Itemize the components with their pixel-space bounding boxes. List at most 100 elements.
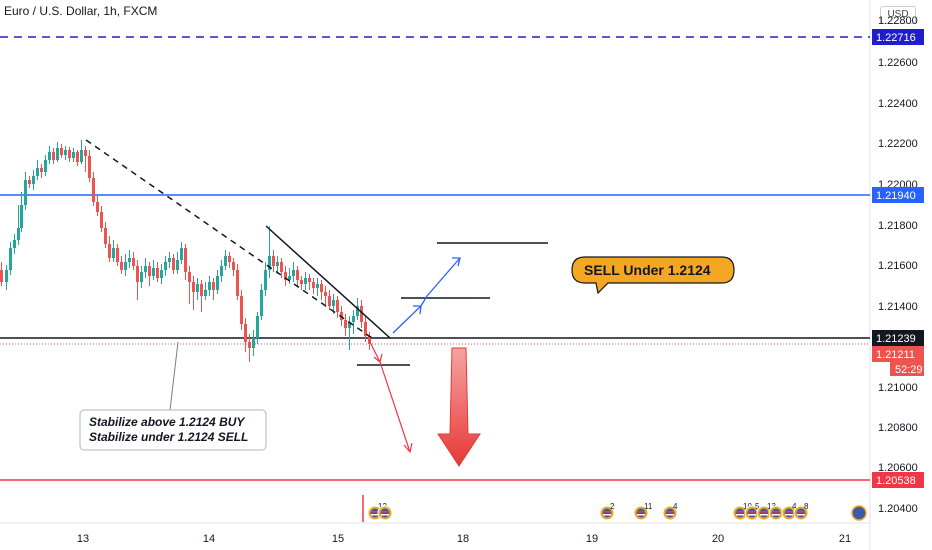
event-flag-icon[interactable]: 11 xyxy=(633,502,653,521)
candle-body xyxy=(108,244,111,258)
price-tick-label: 1.21400 xyxy=(878,301,918,313)
candle-body xyxy=(180,248,183,260)
event-count: 4 xyxy=(673,502,678,511)
dashed-trendline[interactable] xyxy=(85,139,373,339)
svg-text:1.20538: 1.20538 xyxy=(876,475,916,487)
candle-body xyxy=(324,292,327,296)
candle-body xyxy=(308,278,311,282)
candle-body xyxy=(132,258,135,266)
candle-body xyxy=(0,270,3,282)
candle-body xyxy=(120,262,123,270)
time-axis: 13 14 15 18 19 20 21 xyxy=(77,533,851,545)
price-tick-label: 1.22400 xyxy=(878,98,918,110)
svg-text:52:29: 52:29 xyxy=(895,364,923,376)
svg-text:1.21211: 1.21211 xyxy=(876,349,915,361)
time-tick-label: 14 xyxy=(203,533,215,545)
candle-body xyxy=(268,256,271,270)
event-flag-icon[interactable]: 4 xyxy=(662,502,678,521)
note-line-1: Stabilize above 1.2124 BUY xyxy=(89,415,245,429)
price-tag-black-level: 1.21239 xyxy=(872,330,924,346)
candle-body xyxy=(13,240,16,248)
candle-body xyxy=(244,324,247,342)
currency-button[interactable]: USD xyxy=(880,6,916,24)
candle-body xyxy=(84,150,87,156)
event-flag-icon[interactable]: 2 xyxy=(599,502,615,521)
price-tick-label: 1.20800 xyxy=(878,422,918,434)
candle-body xyxy=(236,270,239,296)
candle-body xyxy=(64,150,67,155)
price-tick-label: 1.22600 xyxy=(878,57,918,69)
bullish-path-arrow[interactable] xyxy=(392,257,461,334)
candle-body xyxy=(220,266,223,276)
candle-body xyxy=(28,180,31,184)
candle-body xyxy=(88,156,91,178)
candle-body xyxy=(272,256,275,266)
time-tick-label: 15 xyxy=(332,533,344,545)
candle-body xyxy=(172,258,175,270)
event-flag-icon[interactable]: 8 xyxy=(793,502,809,521)
candle-body xyxy=(332,300,335,306)
candle-body xyxy=(352,316,355,322)
solid-trendline[interactable] xyxy=(265,225,391,339)
candle-body xyxy=(228,256,231,262)
candle-body xyxy=(152,268,155,276)
sell-callout[interactable] xyxy=(571,256,735,295)
candle-body xyxy=(232,262,235,270)
candle-body xyxy=(292,270,295,276)
time-tick-label: 19 xyxy=(586,533,598,545)
candle-body xyxy=(316,284,319,288)
chart-title: Euro / U.S. Dollar, 1h, FXCM xyxy=(4,4,158,18)
event-count: 11 xyxy=(644,502,653,511)
candle-body xyxy=(192,282,195,292)
candle-body xyxy=(256,316,259,338)
event-flag-icon[interactable]: 4 xyxy=(781,502,797,521)
callout-text: SELL Under 1.2124 xyxy=(584,262,711,278)
event-flag-icon[interactable] xyxy=(851,505,867,521)
candle-body xyxy=(136,266,139,282)
candle-body xyxy=(32,176,35,184)
price-tick-label: 1.21600 xyxy=(878,260,918,272)
candle-body xyxy=(128,258,131,262)
economic-events[interactable]: 1221141051348 xyxy=(367,502,867,521)
event-flag-icon[interactable]: 5 xyxy=(744,502,760,521)
candle-body xyxy=(72,152,75,158)
candle-body xyxy=(60,148,63,155)
candle-body xyxy=(328,296,331,306)
price-axis: 1.228001.226001.224001.222001.220001.218… xyxy=(878,15,918,515)
candle-body xyxy=(212,282,215,290)
candle-body xyxy=(344,320,347,328)
candle-body xyxy=(24,180,27,205)
candle-body xyxy=(80,150,83,162)
candle-body xyxy=(44,160,47,172)
event-flag-icon[interactable]: 10 xyxy=(732,502,752,521)
bearish-path-arrow[interactable] xyxy=(368,339,411,453)
price-tick-label: 1.22800 xyxy=(878,15,918,27)
event-flag-icon[interactable] xyxy=(768,505,784,521)
price-tick-label: 1.21000 xyxy=(878,382,918,394)
candle-body xyxy=(20,205,23,228)
analysis-note-box[interactable] xyxy=(79,409,267,451)
candle-body xyxy=(200,284,203,296)
candle-body xyxy=(264,270,267,290)
big-down-arrow-icon[interactable] xyxy=(437,347,481,467)
candle-body xyxy=(164,262,167,270)
candle-body xyxy=(48,152,51,160)
candle-body xyxy=(104,228,107,244)
candle-body xyxy=(76,152,79,162)
candle-body xyxy=(52,152,55,160)
candle-body xyxy=(148,266,151,276)
candle-body xyxy=(5,270,8,282)
candle-body xyxy=(216,276,219,290)
event-count: 8 xyxy=(804,502,809,511)
candle-body xyxy=(284,272,287,280)
candle-body xyxy=(140,272,143,282)
candle-body xyxy=(304,278,307,284)
svg-text:1.22716: 1.22716 xyxy=(876,32,916,44)
event-flag-icon[interactable] xyxy=(377,505,393,521)
candle-body xyxy=(280,262,283,272)
candle-body xyxy=(176,260,179,270)
candle-body xyxy=(348,322,351,328)
candle-body xyxy=(160,270,163,278)
note-line-2: Stabilize under 1.2124 SELL xyxy=(89,430,248,444)
